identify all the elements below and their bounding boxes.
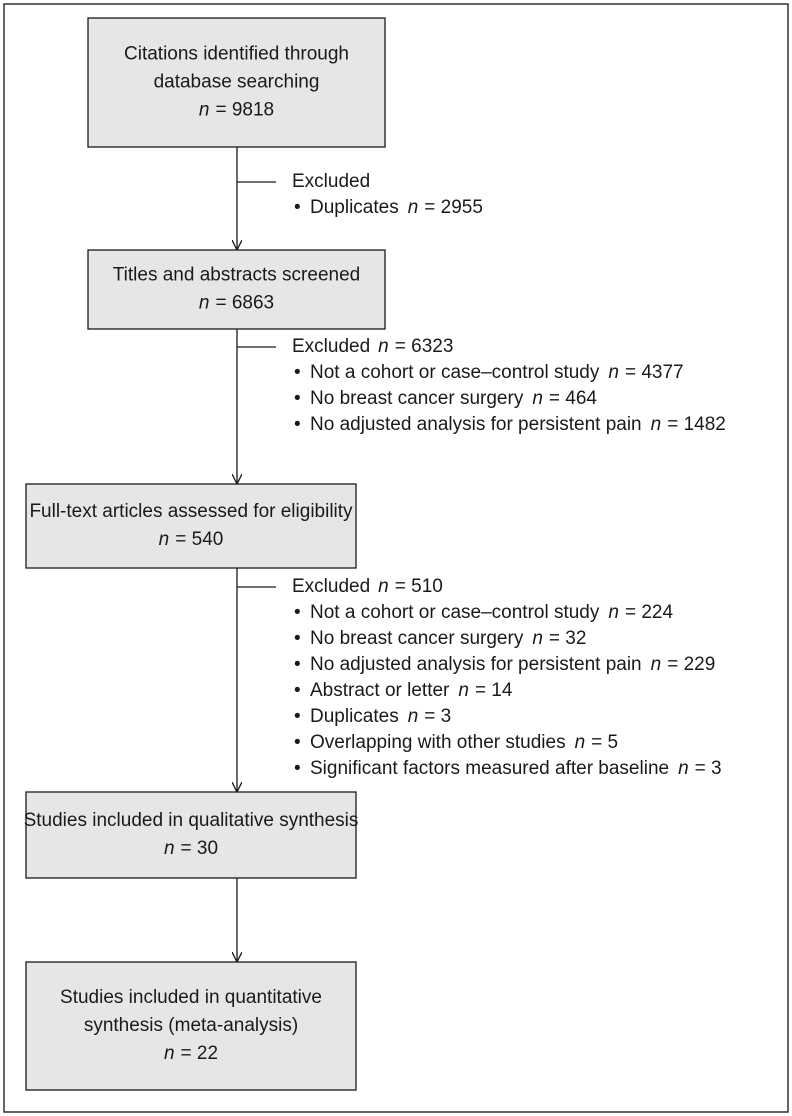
item-text: Not a cohort or case–control study xyxy=(310,362,600,383)
item-text: Duplicates xyxy=(310,706,399,727)
exclusion-heading: Excluded n = 510 xyxy=(292,576,443,597)
count-symbol: n xyxy=(408,197,419,218)
count-symbol: n xyxy=(159,529,170,550)
item-text: Abstract or letter xyxy=(310,680,450,701)
node-count: n = 9818 xyxy=(199,100,274,121)
bullet: • xyxy=(294,388,301,409)
node-box xyxy=(25,961,357,1091)
node-box xyxy=(25,791,357,879)
node-label: Citations identified through xyxy=(124,44,349,65)
node-label: Studies included in qualitative synthesi… xyxy=(24,810,359,831)
node-count: n = 30 xyxy=(164,838,218,859)
item-text: No breast cancer surgery xyxy=(310,388,524,409)
bullet: • xyxy=(294,732,301,753)
node-box xyxy=(87,249,386,330)
heading-text: Excluded xyxy=(292,336,370,357)
count-symbol: n xyxy=(378,336,389,357)
exclusion-item: Abstract or letter n = 14 xyxy=(310,680,513,701)
bullet: • xyxy=(294,680,301,701)
item-text: Duplicates xyxy=(310,197,399,218)
node-label: Full-text articles assessed for eligibil… xyxy=(29,501,353,522)
count-value: = 224 xyxy=(625,602,674,623)
count-symbol: n xyxy=(575,732,586,753)
item-text: Significant factors measured after basel… xyxy=(310,758,669,779)
count-symbol: n xyxy=(199,293,210,314)
exclusion-heading: Excluded xyxy=(292,171,370,192)
count-value: = 2955 xyxy=(424,197,483,218)
frame xyxy=(3,3,789,1113)
node-label: Studies included in quantitative xyxy=(60,987,322,1008)
item-text: Not a cohort or case–control study xyxy=(310,602,600,623)
count-symbol: n xyxy=(651,414,662,435)
count-value: = 1482 xyxy=(667,414,726,435)
item-text: No breast cancer surgery xyxy=(310,628,524,649)
count-symbol: n xyxy=(199,100,210,121)
bullet: • xyxy=(294,706,301,727)
bullet: • xyxy=(294,197,301,218)
exclusion-item: No breast cancer surgery n = 32 xyxy=(310,628,586,649)
count-value: = 30 xyxy=(181,838,219,859)
count-value: = 22 xyxy=(181,1043,219,1064)
count-symbol: n xyxy=(608,362,619,383)
bullet: • xyxy=(294,362,301,383)
count-value: = 5 xyxy=(591,732,618,753)
count-value: = 6323 xyxy=(395,336,454,357)
count-value: = 14 xyxy=(475,680,513,701)
bullet: • xyxy=(294,654,301,675)
count-symbol: n xyxy=(378,576,389,597)
count-value: = 464 xyxy=(549,388,598,409)
count-symbol: n xyxy=(532,628,543,649)
count-value: = 6863 xyxy=(215,293,274,314)
exclusion-item: Overlapping with other studies n = 5 xyxy=(310,732,618,753)
exclusion-item: No adjusted analysis for persistent pain… xyxy=(310,654,715,675)
count-symbol: n xyxy=(408,706,419,727)
node-label: Titles and abstracts screened xyxy=(113,265,360,286)
node-label: synthesis (meta-analysis) xyxy=(84,1015,298,1036)
count-value: = 3 xyxy=(424,706,451,727)
exclusion-item: Not a cohort or case–control study n = 437… xyxy=(310,362,684,383)
item-text: No adjusted analysis for persistent pain xyxy=(310,654,642,675)
heading-text: Excluded xyxy=(292,171,370,192)
count-value: = 32 xyxy=(549,628,587,649)
count-value: = 510 xyxy=(395,576,443,597)
exclusion-item: Not a cohort or case–control study n = 224 xyxy=(310,602,673,623)
count-symbol: n xyxy=(678,758,689,779)
node-box xyxy=(87,17,386,148)
exclusion-item: Duplicates n = 3 xyxy=(310,706,451,727)
bullet: • xyxy=(294,758,301,779)
bullet: • xyxy=(294,628,301,649)
count-symbol: n xyxy=(458,680,469,701)
count-symbol: n xyxy=(608,602,619,623)
item-text: Overlapping with other studies xyxy=(310,732,566,753)
count-value: = 3 xyxy=(695,758,722,779)
count-symbol: n xyxy=(651,654,662,675)
bullet: • xyxy=(294,414,301,435)
bullet: • xyxy=(294,602,301,623)
exclusion-item: No breast cancer surgery n = 464 xyxy=(310,388,597,409)
exclusion-item: Significant factors measured after basel… xyxy=(310,758,722,779)
item-text: No adjusted analysis for persistent pain xyxy=(310,414,642,435)
count-value: = 9818 xyxy=(215,100,274,121)
exclusion-item: No adjusted analysis for persistent pain… xyxy=(310,414,726,435)
count-value: = 4377 xyxy=(625,362,684,383)
count-symbol: n xyxy=(164,838,175,859)
node-label: database searching xyxy=(154,72,320,93)
exclusion-item: Duplicates n = 2955 xyxy=(310,197,483,218)
exclusion-heading: Excluded n = 6323 xyxy=(292,336,453,357)
count-value: = 229 xyxy=(667,654,715,675)
node-box xyxy=(25,483,357,569)
node-count: n = 540 xyxy=(159,529,224,550)
count-symbol: n xyxy=(532,388,543,409)
count-symbol: n xyxy=(164,1043,175,1064)
node-count: n = 6863 xyxy=(199,293,274,314)
heading-text: Excluded xyxy=(292,576,370,597)
node-count: n = 22 xyxy=(164,1043,218,1064)
count-value: = 540 xyxy=(175,529,223,550)
